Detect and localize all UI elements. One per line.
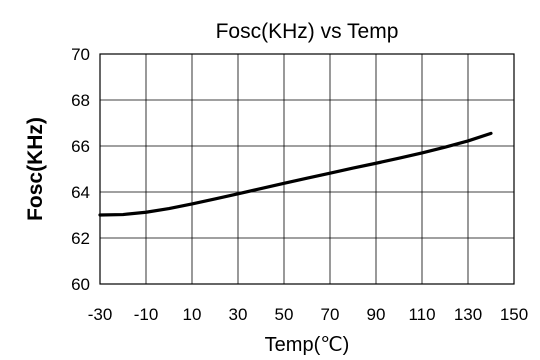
plot-frame xyxy=(99,53,515,285)
x-tick-label: 70 xyxy=(321,305,340,324)
tick-labels: -30 -10 10 30 50 70 90 110 130 150 60 62 64 66 68 70 xyxy=(71,45,528,324)
x-tick-label: 90 xyxy=(367,305,386,324)
y-tick-label: 68 xyxy=(71,91,90,110)
y-axis-label: Fosc(KHz) xyxy=(24,117,47,221)
series-line xyxy=(98,131,493,217)
grid xyxy=(100,54,514,284)
y-tick-label: 66 xyxy=(71,137,90,156)
y-tick-label: 62 xyxy=(71,229,90,248)
x-tick-label: 150 xyxy=(500,305,528,324)
y-tick-label: 70 xyxy=(71,45,90,64)
x-tick-label: -10 xyxy=(134,305,159,324)
series-layer xyxy=(98,131,493,217)
chart-title: Fosc(KHz) vs Temp xyxy=(216,20,399,43)
x-tick-label: 130 xyxy=(454,305,482,324)
y-tick-label: 64 xyxy=(71,183,90,202)
x-tick-label: 110 xyxy=(408,305,435,324)
x-tick-label: -30 xyxy=(88,305,113,324)
x-tick-label: 10 xyxy=(183,305,202,324)
y-tick-label: 60 xyxy=(71,275,90,294)
x-tick-label: 50 xyxy=(275,305,294,324)
x-axis-label: Temp(℃) xyxy=(265,334,350,356)
x-tick-label: 30 xyxy=(229,305,248,324)
